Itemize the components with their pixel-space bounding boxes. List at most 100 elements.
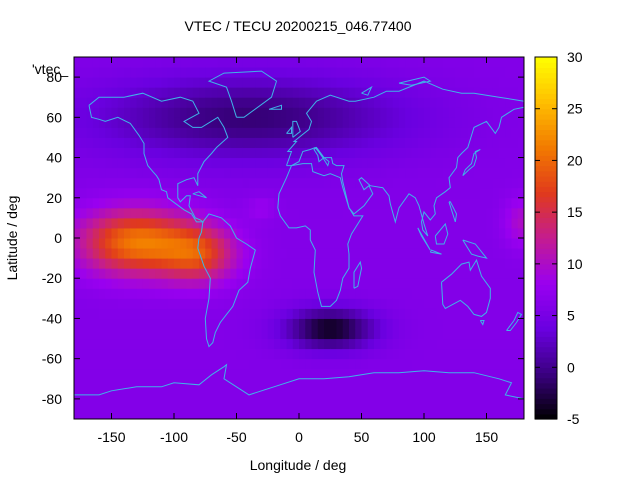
heatmap-cell bbox=[436, 227, 444, 239]
heatmap-cell bbox=[336, 238, 344, 249]
heatmap-cell bbox=[374, 388, 381, 400]
heatmap-cell bbox=[517, 127, 525, 138]
heatmap-cell bbox=[255, 248, 262, 259]
heatmap-cell bbox=[136, 177, 144, 189]
heatmap-cell bbox=[405, 278, 412, 289]
heatmap-cell bbox=[330, 368, 337, 380]
heatmap-cell bbox=[161, 57, 169, 68]
heatmap-cell bbox=[311, 268, 319, 279]
heatmap-cell bbox=[442, 127, 450, 138]
heatmap-cell bbox=[505, 67, 512, 78]
heatmap-cell bbox=[267, 348, 275, 360]
heatmap-cell bbox=[342, 97, 350, 108]
heatmap-cell bbox=[149, 388, 156, 400]
colorbar-tick-label: 15 bbox=[567, 204, 583, 220]
heatmap-cell bbox=[174, 368, 181, 380]
heatmap-cell bbox=[161, 298, 169, 309]
heatmap-cell bbox=[274, 298, 281, 309]
heatmap-cell bbox=[92, 338, 100, 350]
heatmap-cell bbox=[174, 137, 181, 148]
heatmap-cell bbox=[486, 358, 494, 370]
heatmap-cell bbox=[236, 268, 244, 279]
heatmap-cell bbox=[480, 328, 487, 340]
heatmap-cell bbox=[486, 278, 494, 289]
heatmap-cell bbox=[342, 67, 350, 78]
heatmap-cell bbox=[417, 328, 425, 340]
heatmap-cell bbox=[261, 368, 269, 380]
heatmap-cell bbox=[124, 137, 131, 148]
heatmap-cell bbox=[236, 278, 244, 289]
heatmap-cell bbox=[267, 107, 275, 118]
heatmap-cell bbox=[255, 298, 262, 309]
heatmap-cell bbox=[174, 127, 181, 138]
heatmap-cell bbox=[517, 258, 525, 269]
heatmap-cell bbox=[455, 238, 462, 249]
y-tick-label: -40 bbox=[42, 310, 62, 326]
heatmap-cell bbox=[142, 217, 150, 229]
heatmap-cell bbox=[399, 217, 406, 229]
heatmap-cell bbox=[417, 318, 425, 329]
heatmap-cell bbox=[136, 268, 144, 279]
heatmap-cell bbox=[374, 147, 381, 159]
heatmap-cell bbox=[380, 398, 387, 410]
heatmap-cell bbox=[505, 207, 512, 219]
heatmap-cell bbox=[486, 67, 494, 78]
heatmap-cell bbox=[249, 328, 256, 340]
heatmap-cell bbox=[192, 378, 200, 390]
heatmap-cell bbox=[361, 117, 369, 128]
heatmap-cell bbox=[136, 378, 144, 390]
heatmap-cell bbox=[317, 217, 325, 229]
heatmap-cell bbox=[92, 137, 100, 148]
heatmap-cell bbox=[130, 207, 137, 219]
heatmap-cell bbox=[367, 288, 375, 299]
heatmap-cell bbox=[167, 338, 175, 350]
heatmap-cell bbox=[517, 378, 525, 390]
heatmap-cell bbox=[449, 117, 456, 128]
heatmap-cell bbox=[430, 318, 437, 329]
heatmap-cell bbox=[436, 358, 444, 370]
heatmap-cell bbox=[361, 358, 369, 370]
heatmap-cell bbox=[99, 288, 106, 299]
heatmap-cell bbox=[242, 288, 250, 299]
heatmap-cell bbox=[292, 167, 300, 179]
heatmap-cell bbox=[155, 167, 162, 179]
heatmap-cell bbox=[342, 318, 350, 329]
heatmap-cell bbox=[299, 388, 306, 400]
heatmap-cell bbox=[92, 157, 100, 169]
heatmap-cell bbox=[430, 177, 437, 189]
heatmap-cell bbox=[317, 408, 325, 420]
heatmap-cell bbox=[80, 248, 87, 259]
heatmap-cell bbox=[224, 398, 231, 410]
heatmap-cell bbox=[505, 147, 512, 159]
heatmap-cell bbox=[86, 177, 94, 189]
heatmap-cell bbox=[499, 298, 506, 309]
heatmap-cell bbox=[330, 197, 337, 209]
heatmap-cell bbox=[142, 197, 150, 209]
heatmap-cell bbox=[286, 207, 294, 219]
heatmap-cell bbox=[111, 187, 119, 199]
heatmap-cell bbox=[467, 338, 475, 350]
heatmap-cell bbox=[386, 348, 394, 360]
heatmap-cell bbox=[267, 147, 275, 159]
heatmap-cell bbox=[124, 378, 131, 390]
heatmap-cell bbox=[324, 67, 331, 78]
heatmap-cell bbox=[411, 238, 419, 249]
heatmap-cell bbox=[486, 258, 494, 269]
heatmap-cell bbox=[442, 157, 450, 169]
heatmap-cell bbox=[180, 248, 187, 259]
heatmap-cell bbox=[492, 177, 500, 189]
heatmap-cell bbox=[174, 227, 181, 239]
heatmap-cell bbox=[80, 127, 87, 138]
heatmap-cell bbox=[430, 197, 437, 209]
heatmap-cell bbox=[155, 398, 162, 410]
heatmap-cell bbox=[74, 157, 81, 169]
heatmap-cell bbox=[461, 157, 469, 169]
heatmap-cell bbox=[111, 217, 119, 229]
heatmap-cell bbox=[430, 77, 437, 88]
heatmap-cell bbox=[342, 408, 350, 420]
heatmap-cell bbox=[330, 288, 337, 299]
heatmap-cell bbox=[380, 408, 387, 420]
heatmap-cell bbox=[405, 318, 412, 329]
heatmap-cell bbox=[111, 207, 119, 219]
